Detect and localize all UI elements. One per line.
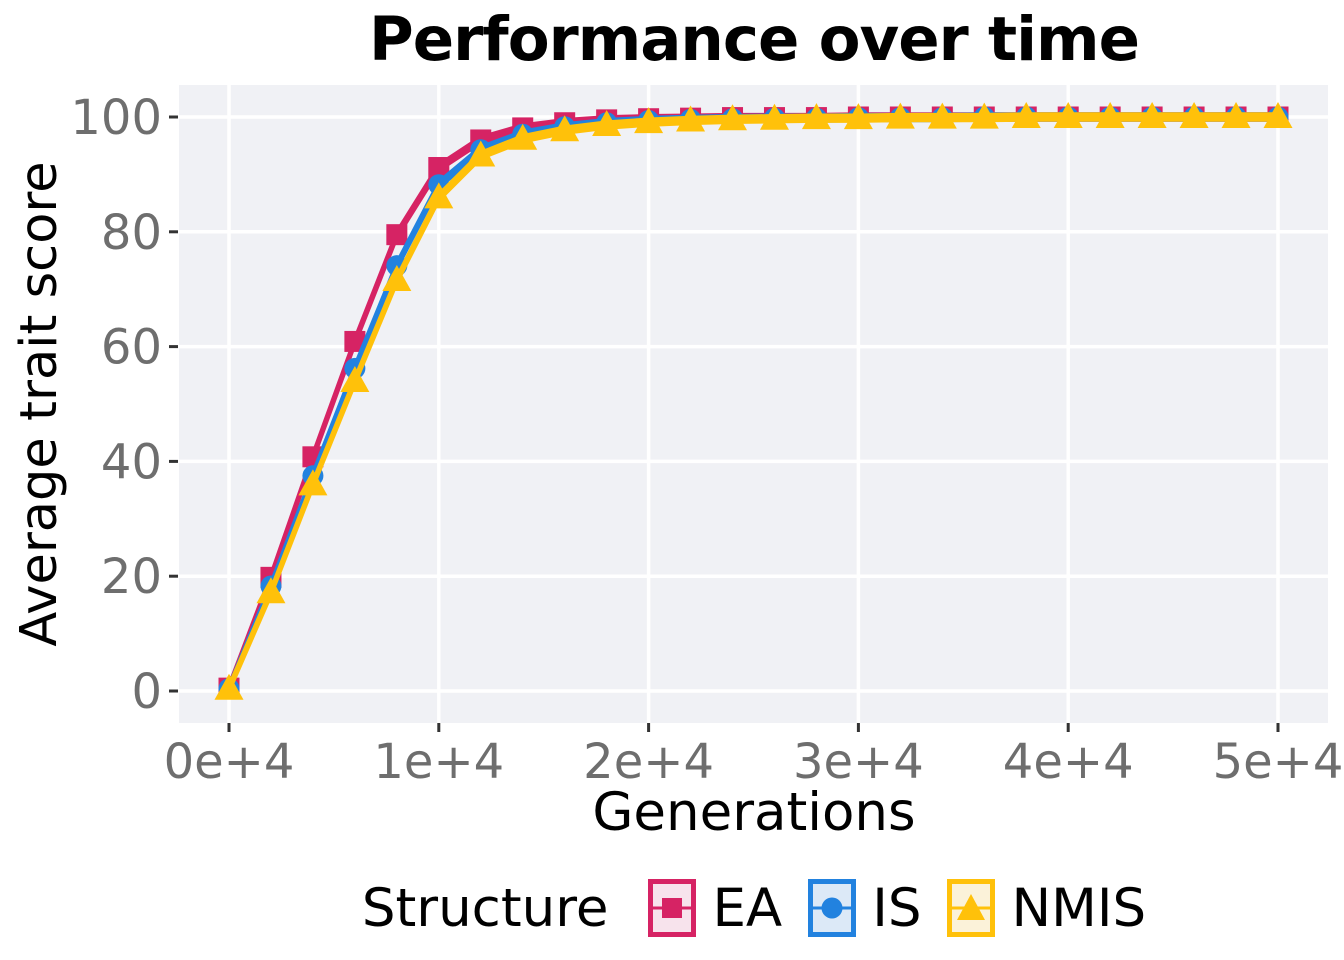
marker-ea (428, 157, 450, 179)
marker-nmis (1011, 102, 1041, 128)
marker-nmis (885, 102, 915, 129)
marker-nmis (550, 115, 580, 142)
marker-nmis (676, 105, 706, 132)
marker-nmis (466, 140, 496, 167)
marker-ea (386, 224, 408, 246)
panel-background (179, 85, 1328, 723)
marker-nmis (801, 103, 831, 130)
marker-nmis (1137, 102, 1167, 128)
legend-key-nmis (947, 879, 996, 937)
x-tick-label: 2e+4 (583, 734, 714, 790)
legend-key-is (808, 879, 857, 937)
marker-nmis (424, 182, 454, 209)
legend-title: Structure (361, 877, 609, 939)
marker-nmis (843, 103, 873, 130)
marker-nmis (340, 366, 370, 393)
y-tick-label: 0 (131, 664, 162, 720)
marker-nmis (1221, 102, 1251, 128)
marker-nmis (1263, 102, 1293, 128)
chart-title: Performance over time (369, 4, 1140, 75)
legend-item-ea: EA (648, 878, 782, 939)
marker-nmis (256, 577, 286, 604)
marker-nmis (634, 107, 664, 134)
marker-nmis (1095, 102, 1125, 128)
legend-label-ea: EA (712, 877, 783, 939)
x-tick-label: 4e+4 (1003, 734, 1134, 790)
legend-label-is: IS (872, 877, 922, 939)
circle-marker-icon (821, 897, 843, 919)
marker-ea (344, 330, 366, 352)
x-tick-label: 3e+4 (793, 734, 924, 790)
marker-nmis (508, 123, 538, 150)
legend: Structure EA IS NMIS (179, 862, 1329, 954)
marker-nmis (382, 265, 412, 292)
y-tick-label: 20 (101, 549, 162, 605)
x-tick-label: 1e+4 (373, 734, 504, 790)
marker-nmis (592, 110, 622, 137)
x-axis-title: Generations (592, 782, 916, 843)
y-tick-label: 80 (101, 205, 162, 261)
y-tick-label: 40 (101, 434, 162, 490)
y-tick-label: 60 (101, 320, 162, 376)
x-tick-label: 0e+4 (164, 734, 295, 790)
triangle-marker-icon (957, 894, 986, 920)
marker-nmis (927, 102, 957, 129)
y-axis-title: Average trait score (10, 161, 69, 647)
marker-nmis (214, 673, 244, 700)
marker-nmis (718, 104, 748, 131)
marker-nmis (969, 102, 999, 129)
marker-nmis (298, 469, 328, 496)
legend-item-is: IS (808, 878, 921, 939)
x-tick-label: 5e+4 (1213, 734, 1344, 790)
square-marker-icon (662, 898, 683, 918)
y-tick-label: 100 (70, 90, 162, 146)
marker-nmis (759, 103, 789, 130)
legend-key-ea (648, 879, 697, 937)
marker-nmis (1053, 102, 1083, 128)
legend-item-nmis: NMIS (947, 878, 1146, 939)
marker-nmis (1179, 102, 1209, 128)
plot-canvas: 0e+4 1e+4 2e+4 3e+4 4e+4 5e+4 0 20 40 60 80 100 (70, 85, 1344, 790)
legend-label-nmis: NMIS (1011, 877, 1147, 939)
